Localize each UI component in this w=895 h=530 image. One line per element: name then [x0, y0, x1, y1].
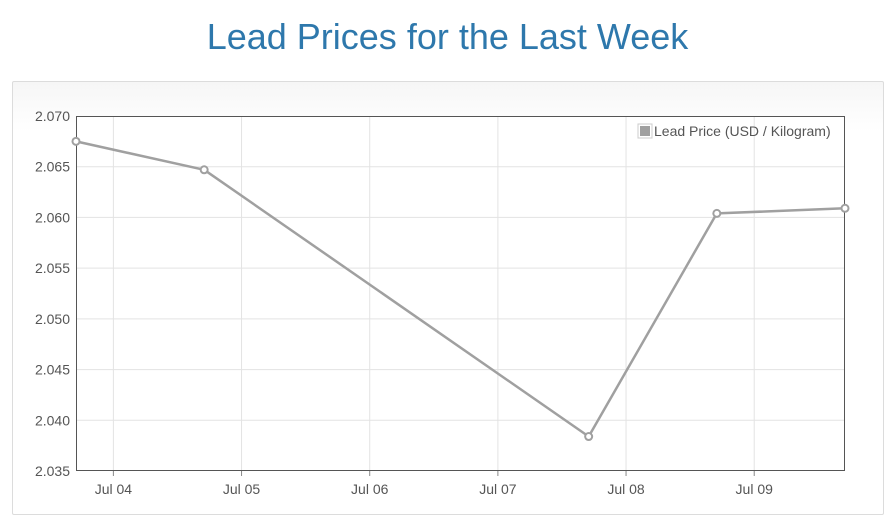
y-tick-label: 2.045: [35, 362, 70, 378]
axes: 2.035 2.040 2.045 2.050 2.055 2.060 2.065 2.070…: [35, 108, 845, 497]
x-tick-label: Jul 08: [607, 481, 645, 497]
legend: Lead Price (USD / Kilogram): [637, 123, 831, 139]
x-tick-label: Jul 09: [736, 481, 774, 497]
y-tick-label: 2.035: [35, 463, 70, 479]
y-tick-label: 2.065: [35, 159, 70, 175]
series: [71, 136, 850, 442]
y-tick-label: 2.060: [35, 209, 70, 225]
x-tick-label: Jul 05: [223, 481, 261, 497]
data-point: [712, 208, 722, 218]
data-point: [584, 432, 594, 442]
plot-border: [76, 116, 845, 471]
data-point: [840, 203, 850, 213]
legend-swatch: [640, 126, 650, 136]
y-tick-label: 2.050: [35, 311, 70, 327]
grid: [76, 116, 845, 471]
y-tick-label: 2.055: [35, 260, 70, 276]
page-title: Lead Prices for the Last Week: [206, 16, 689, 57]
legend-label: Lead Price (USD / Kilogram): [654, 123, 831, 139]
y-tick-label: 2.070: [35, 108, 70, 124]
y-tick-label: 2.040: [35, 412, 70, 428]
x-tick-label: Jul 04: [95, 481, 133, 497]
data-point: [71, 136, 81, 146]
x-tick-label: Jul 07: [479, 481, 517, 497]
x-tick-label: Jul 06: [351, 481, 389, 497]
data-point: [199, 165, 209, 175]
plot-area: [76, 116, 845, 471]
